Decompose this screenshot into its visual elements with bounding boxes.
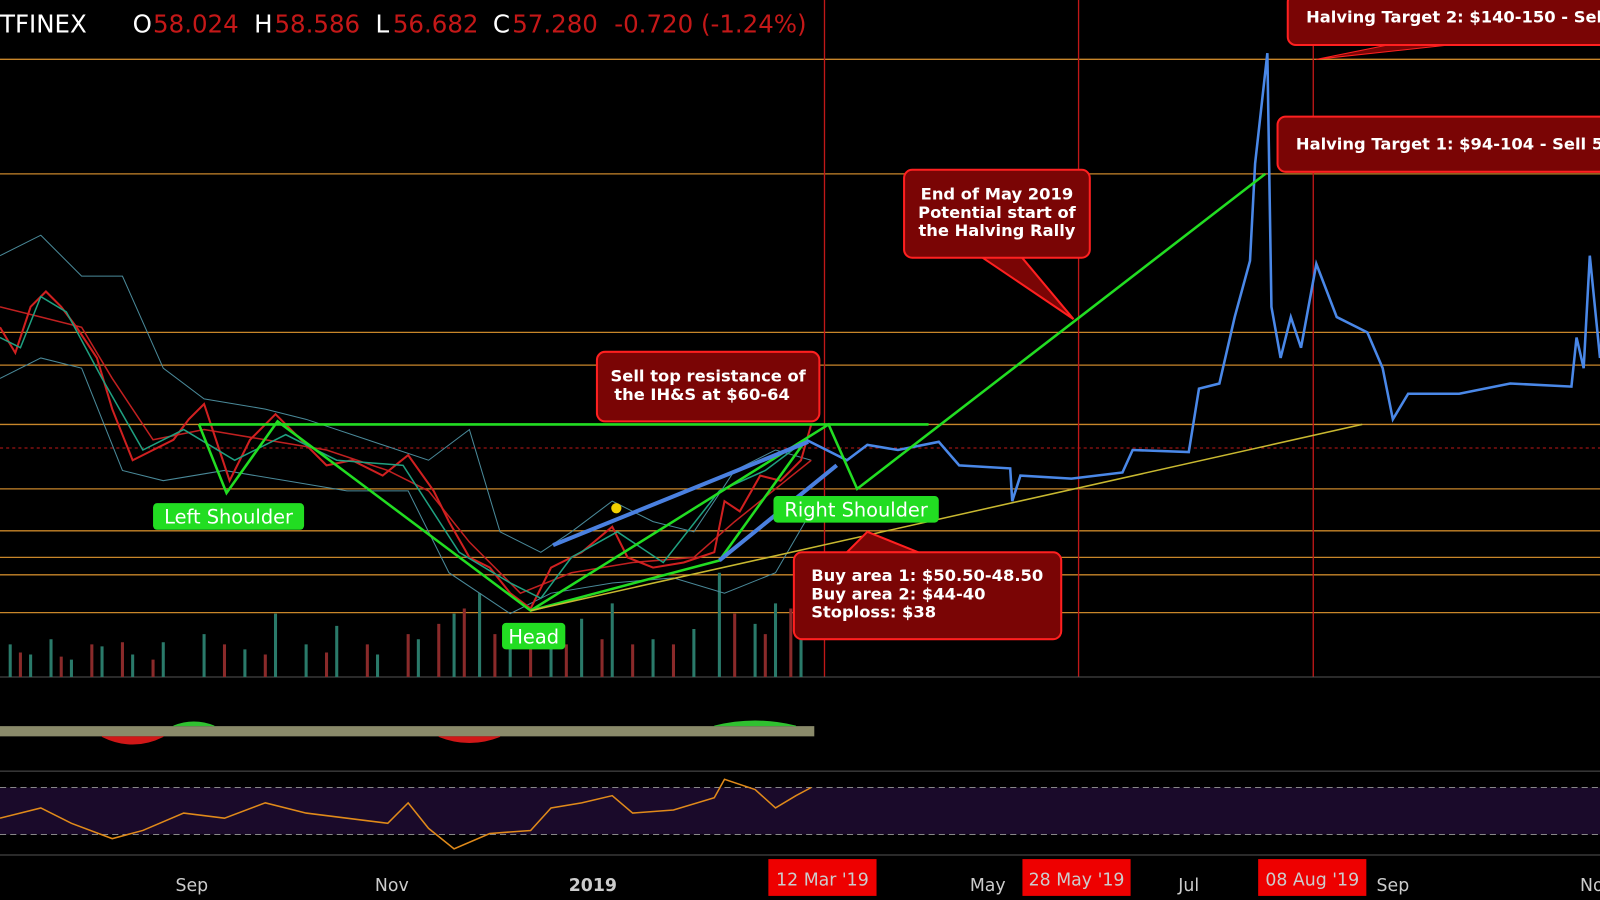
x-tick-label: Nov	[375, 876, 409, 896]
indicator-pane	[0, 720, 1600, 772]
pattern-label: Head	[508, 625, 559, 648]
x-tick-label: May	[970, 876, 1006, 896]
annotations: Halving Target 2: $140-150 - Sel Halving…	[595, 0, 1600, 641]
annotation-text: Halving Target 1: $94-104 - Sell 5	[1296, 134, 1600, 153]
high-label: H	[254, 10, 272, 39]
x-tick-label: 2019	[569, 876, 617, 896]
x-tick-label: No	[1580, 876, 1600, 896]
pattern-label: Left Shoulder	[164, 506, 293, 529]
open-value: 58.024	[153, 10, 239, 39]
annotation-text: the IH&S at $60-64	[614, 385, 790, 404]
bollinger-lower	[0, 357, 812, 615]
x-axis: Sep Nov 2019 May Jul Sep No 12 Mar '19 2…	[175, 859, 1600, 896]
close-value: 57.280	[512, 10, 598, 39]
change: -0.720 (-1.24%)	[614, 10, 806, 39]
annotation-text: Halving Target 2: $140-150 - Sel	[1306, 7, 1600, 26]
annotation-text: Buy area 2: $44-40	[811, 584, 985, 603]
date-marker: 12 Mar '19	[776, 871, 869, 891]
bollinger-upper	[0, 234, 812, 553]
volume	[8, 572, 803, 678]
annotation-text: End of May 2019	[921, 184, 1074, 203]
low-value: 56.682	[393, 10, 479, 39]
marker-dot	[611, 503, 622, 514]
price-candles-up	[0, 295, 807, 600]
moving-average	[0, 306, 812, 595]
high-value: 58.586	[274, 10, 360, 39]
header: TFINEX O 58.024 H 58.586 L 56.682 C 57.2…	[0, 10, 807, 39]
x-tick-label: Sep	[1377, 876, 1410, 896]
annotation-text: the Halving Rally	[918, 221, 1075, 240]
open-label: O	[133, 10, 152, 39]
price-candles	[0, 290, 813, 611]
rsi-pane	[0, 778, 1600, 856]
support-line	[530, 423, 1363, 612]
annotation-text: Potential start of	[918, 203, 1077, 222]
projected-price	[805, 53, 1600, 502]
date-marker: 08 Aug '19	[1265, 871, 1359, 891]
low-label: L	[376, 10, 390, 39]
symbol: TFINEX	[0, 10, 87, 39]
x-tick-label: Sep	[175, 876, 208, 896]
pattern-label: Right Shoulder	[784, 498, 927, 521]
pattern-labels: Left Shoulder Head Right Shoulder	[153, 496, 939, 650]
annotation-text: Stoploss: $38	[811, 603, 936, 622]
close-label: C	[493, 10, 510, 39]
date-marker: 28 May '19	[1029, 871, 1125, 891]
annotation-text: Sell top resistance of	[611, 366, 807, 385]
x-tick-label: Jul	[1177, 876, 1199, 896]
annotation-text: Buy area 1: $50.50-48.50	[811, 566, 1043, 585]
